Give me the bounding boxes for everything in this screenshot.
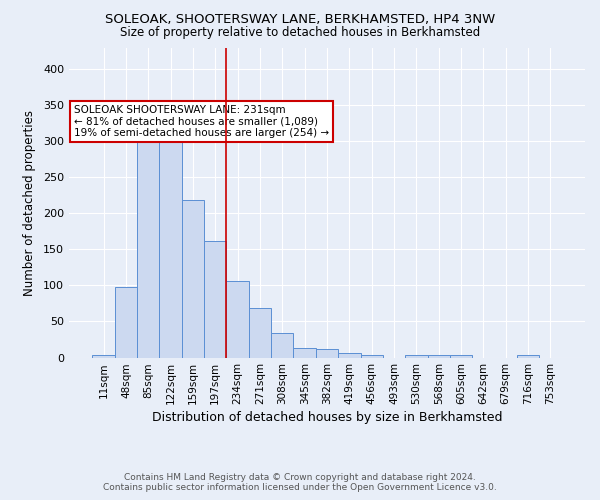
- Text: Size of property relative to detached houses in Berkhamsted: Size of property relative to detached ho…: [120, 26, 480, 39]
- Bar: [271, 333, 293, 357]
- Bar: [293, 348, 316, 358]
- Bar: [226, 281, 249, 357]
- Text: SOLEOAK SHOOTERSWAY LANE: 231sqm
← 81% of detached houses are smaller (1,089)
19: SOLEOAK SHOOTERSWAY LANE: 231sqm ← 81% o…: [74, 105, 329, 138]
- Bar: [92, 356, 115, 358]
- Bar: [361, 356, 383, 358]
- Bar: [428, 354, 450, 358]
- Bar: [160, 120, 182, 358]
- Bar: [405, 356, 428, 358]
- Bar: [115, 287, 137, 358]
- Bar: [517, 356, 539, 358]
- Y-axis label: Number of detached properties: Number of detached properties: [23, 110, 36, 296]
- X-axis label: Distribution of detached houses by size in Berkhamsted: Distribution of detached houses by size …: [152, 412, 502, 424]
- Bar: [182, 200, 204, 358]
- Text: Contains HM Land Registry data © Crown copyright and database right 2024.
Contai: Contains HM Land Registry data © Crown c…: [103, 473, 497, 492]
- Bar: [137, 141, 160, 358]
- Bar: [249, 308, 271, 358]
- Bar: [316, 349, 338, 358]
- Bar: [204, 240, 226, 358]
- Bar: [338, 353, 361, 358]
- Text: SOLEOAK, SHOOTERSWAY LANE, BERKHAMSTED, HP4 3NW: SOLEOAK, SHOOTERSWAY LANE, BERKHAMSTED, …: [105, 12, 495, 26]
- Bar: [450, 356, 472, 358]
